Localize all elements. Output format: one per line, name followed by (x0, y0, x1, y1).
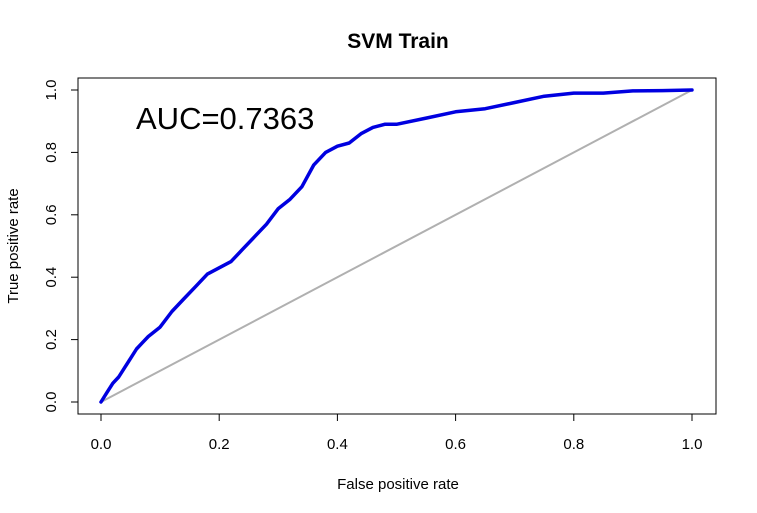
x-tick-label: 1.0 (682, 436, 703, 453)
y-tick-label: 0.0 (43, 392, 60, 413)
x-tick-label: 0.2 (209, 436, 230, 453)
y-axis: 0.0 0.2 0.4 0.6 0.8 1.0 (43, 80, 79, 413)
x-tick-label: 0.8 (563, 436, 584, 453)
series-layer (99, 88, 694, 404)
y-axis-label: True positive rate (5, 188, 22, 303)
y-tick-label: 0.2 (43, 329, 60, 350)
diagonal-reference-line (100, 89, 693, 403)
y-tick-label: 0.4 (43, 267, 60, 288)
roc-curve-line (99, 88, 694, 404)
x-tick-label: 0.4 (327, 436, 348, 453)
x-axis: 0.0 0.2 0.4 0.6 0.8 1.0 (91, 413, 703, 453)
x-tick-label: 0.0 (91, 436, 112, 453)
chart-title: SVM Train (347, 30, 449, 53)
x-axis-label: False positive rate (337, 476, 459, 493)
y-tick-label: 1.0 (43, 80, 60, 101)
y-tick-label: 0.8 (43, 142, 60, 163)
auc-annotation: AUC=0.7363 (136, 101, 314, 136)
x-tick-label: 0.6 (445, 436, 466, 453)
y-tick-label: 0.6 (43, 204, 60, 225)
